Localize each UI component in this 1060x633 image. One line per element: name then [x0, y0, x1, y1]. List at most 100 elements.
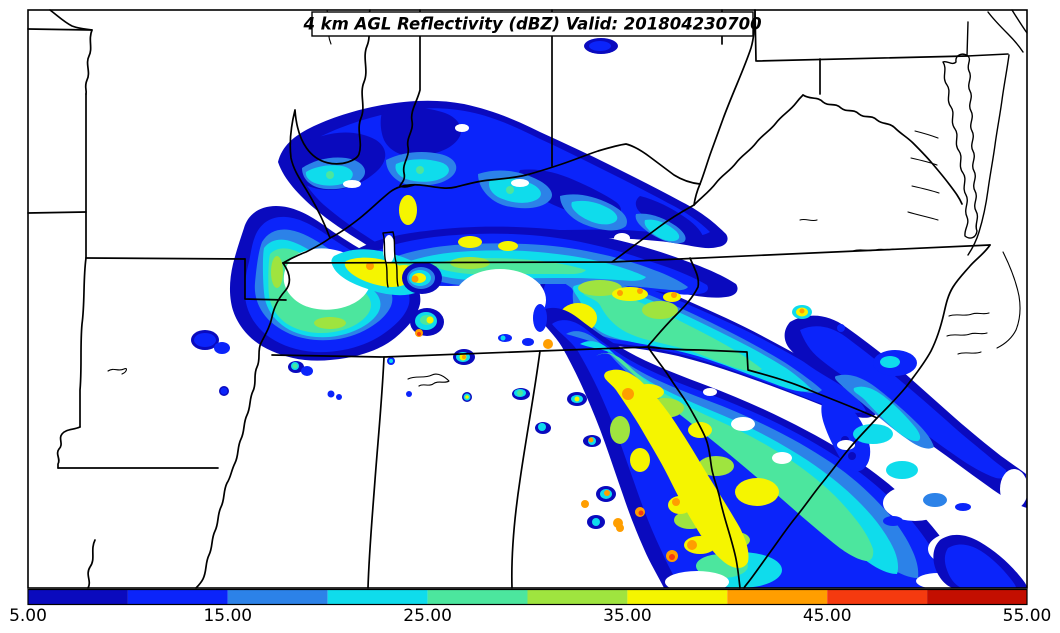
river-line: [996, 251, 1021, 349]
radar-contour: [574, 396, 580, 402]
radar-clear-gap: [772, 452, 792, 464]
radar-contour: [635, 196, 704, 241]
state-border-line: [647, 257, 700, 348]
state-border-line: [510, 350, 541, 589]
page-title: 4 km AGL Reflectivity (dBZ) Valid: 20180…: [302, 15, 761, 34]
radar-contour: [327, 390, 335, 398]
colorbar-tick-label-5: 5.00: [9, 606, 47, 626]
radar-contour: [533, 304, 547, 332]
radar-contour: [380, 107, 462, 157]
state-border-line: [647, 346, 878, 419]
state-border-line: [611, 204, 695, 263]
radar-contour: [644, 219, 680, 242]
river-line: [946, 332, 988, 337]
river-line: [907, 211, 939, 221]
colorbar-tick-label-35: 35.00: [603, 606, 652, 626]
radar-contour: [581, 500, 589, 508]
radar-contour: [800, 326, 1007, 479]
radar-contour: [506, 186, 514, 194]
radar-contour: [411, 275, 419, 283]
state-border-line: [802, 94, 963, 205]
colorbar-segment: [227, 589, 328, 605]
state-border-line: [49, 9, 93, 95]
radar-clear-gap: [731, 417, 755, 431]
radar-contour: [462, 355, 466, 359]
radar-contour: [538, 423, 546, 431]
radar-contour: [326, 171, 334, 179]
radar-contour: [698, 456, 734, 476]
radar-contour: [596, 353, 874, 561]
state-border-line: [693, 94, 804, 206]
radar-contour: [465, 395, 469, 399]
river-line: [914, 130, 939, 139]
radar-contour: [292, 363, 298, 369]
radar-contour: [642, 301, 678, 319]
river-line: [407, 373, 450, 387]
radar-contour: [853, 386, 921, 442]
state-border-line: [282, 237, 331, 264]
state-border-line: [289, 9, 371, 239]
river-line: [957, 351, 982, 355]
radar-clear-gap: [343, 180, 361, 188]
radar-contour: [672, 498, 680, 506]
state-border-line: [27, 28, 93, 31]
coastline: [967, 54, 1010, 256]
radar-contour: [458, 236, 482, 248]
radar-contour: [301, 366, 313, 376]
radar-contour: [406, 391, 412, 397]
radar-contour: [837, 324, 845, 332]
plot-frame: [27, 9, 1028, 589]
radar-clear-gap: [703, 388, 717, 396]
radar-contour: [638, 510, 644, 516]
radar-contour: [498, 241, 518, 251]
state-border-line: [329, 143, 701, 239]
radar-contour: [883, 516, 903, 526]
river-line: [948, 312, 990, 317]
colorbar-tick-label-15: 15.00: [203, 606, 252, 626]
radar-clear-gap: [383, 235, 395, 263]
radar-contour: [688, 422, 712, 438]
title-box: 4 km AGL Reflectivity (dBZ) Valid: 20180…: [302, 11, 762, 37]
colorbar-segment: [427, 589, 528, 605]
state-border-line: [87, 539, 96, 589]
radar-contour: [632, 384, 664, 400]
chesapeake-bay-coastline: [942, 9, 1028, 256]
colorbar-segment: [727, 589, 828, 605]
radar-contour: [366, 262, 374, 270]
radar-contour: [517, 390, 523, 396]
coastline: [987, 11, 1024, 53]
river-line: [107, 368, 127, 375]
radar-contour: [616, 524, 624, 532]
state-border-line: [195, 262, 291, 589]
radar-contour: [416, 166, 424, 174]
radar-clear-gap: [454, 269, 546, 331]
state-border-line: [85, 257, 246, 260]
radar-contour: [399, 195, 417, 225]
radar-contour: [617, 290, 623, 296]
radar-contour: [389, 359, 393, 363]
radar-contour: [637, 288, 643, 294]
state-border-line: [367, 356, 385, 589]
radar-contour: [880, 356, 900, 368]
colorbar-segment: [527, 589, 628, 605]
state-borders: [27, 9, 1021, 589]
radar-contour: [669, 554, 675, 560]
radar-contour: [821, 392, 871, 472]
radar-contour: [799, 308, 805, 314]
radar-contour: [604, 369, 749, 568]
colorbar-tick-label-55: 55.00: [1003, 606, 1052, 626]
radar-contour: [923, 493, 947, 507]
state-border-line: [244, 258, 287, 301]
radar-contour: [589, 41, 611, 51]
radar-contour: [543, 339, 553, 349]
colorbar-segment: [827, 589, 928, 605]
radar-contour: [214, 342, 230, 354]
state-border-line: [271, 346, 649, 358]
radar-clear-gap: [1000, 469, 1028, 509]
radar-contour: [500, 335, 506, 341]
river-line: [911, 185, 940, 194]
coastline: [942, 53, 979, 239]
radar-contour: [571, 200, 618, 225]
radar-contour: [610, 416, 630, 444]
